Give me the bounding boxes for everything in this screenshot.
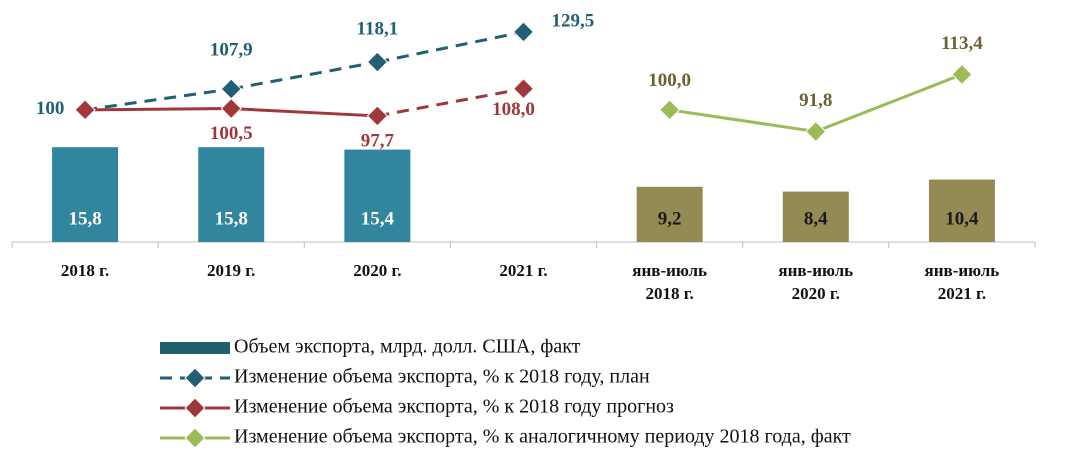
line-segment (669, 108, 817, 134)
line-label: 118,1 (357, 18, 399, 39)
marker (951, 63, 973, 86)
marker (512, 21, 535, 43)
x-tick-label: 2021 г. (499, 261, 547, 280)
marker (512, 78, 535, 100)
marker (659, 99, 681, 121)
x-tick-label: янв-июль (925, 261, 1000, 280)
line-segment (377, 30, 524, 64)
x-tick-label: 2019 г. (207, 261, 255, 280)
line-label: 91,8 (799, 90, 832, 111)
marker (74, 99, 96, 121)
line-segment (815, 73, 963, 133)
bar-label: 9,2 (658, 208, 682, 229)
bar-label: 10,4 (945, 208, 979, 229)
bar (636, 186, 703, 242)
x-tick-label: 2020 г. (353, 261, 401, 280)
bar-label: 15,4 (361, 208, 395, 229)
x-tick-label: янв-июль (632, 261, 707, 280)
marker (366, 51, 388, 73)
line-segment (231, 107, 378, 118)
bar (198, 147, 265, 242)
line-segment (84, 87, 232, 112)
line-label: 108,0 (492, 99, 535, 120)
line-label: 113,4 (941, 33, 983, 54)
marker (805, 120, 827, 143)
x-tick-label: янв-июль (778, 261, 853, 280)
line-segment (377, 87, 524, 118)
legend-label: Изменение объема экспорта, % к аналогичн… (234, 426, 851, 448)
line-segment (85, 107, 232, 112)
line-label: 100 (36, 98, 65, 119)
line-segment (230, 60, 378, 91)
bar (782, 191, 849, 242)
legend-marker (184, 427, 206, 449)
bar-label: 15,8 (68, 208, 101, 229)
line-label: 100,5 (210, 123, 253, 144)
marker (366, 105, 388, 127)
bar (344, 149, 411, 242)
bar-label: 8,4 (804, 208, 828, 229)
x-tick-label: 2018 г. (645, 284, 693, 303)
legend-marker (184, 397, 206, 419)
legend-marker (184, 367, 206, 389)
bar-label: 15,8 (215, 208, 248, 229)
legend-label: Объем экспорта, млрд. долл. США, факт (234, 336, 581, 358)
bar (52, 147, 119, 242)
x-tick-label: 2020 г. (792, 284, 840, 303)
line-label: 107,9 (210, 39, 253, 60)
x-tick-label: 2018 г. (61, 261, 109, 280)
marker (220, 78, 242, 100)
legend-label: Изменение объема экспорта, % к 2018 году… (234, 366, 650, 388)
line-label: 97,7 (361, 130, 395, 151)
legend-swatch (160, 342, 230, 354)
legend-label: Изменение объема экспорта, % к 2018 году… (234, 396, 674, 418)
x-tick-label: 2021 г. (938, 284, 986, 303)
line-label: 100,0 (648, 70, 691, 91)
marker (220, 97, 242, 120)
line-label: 129,5 (552, 10, 595, 31)
bar (928, 179, 995, 242)
